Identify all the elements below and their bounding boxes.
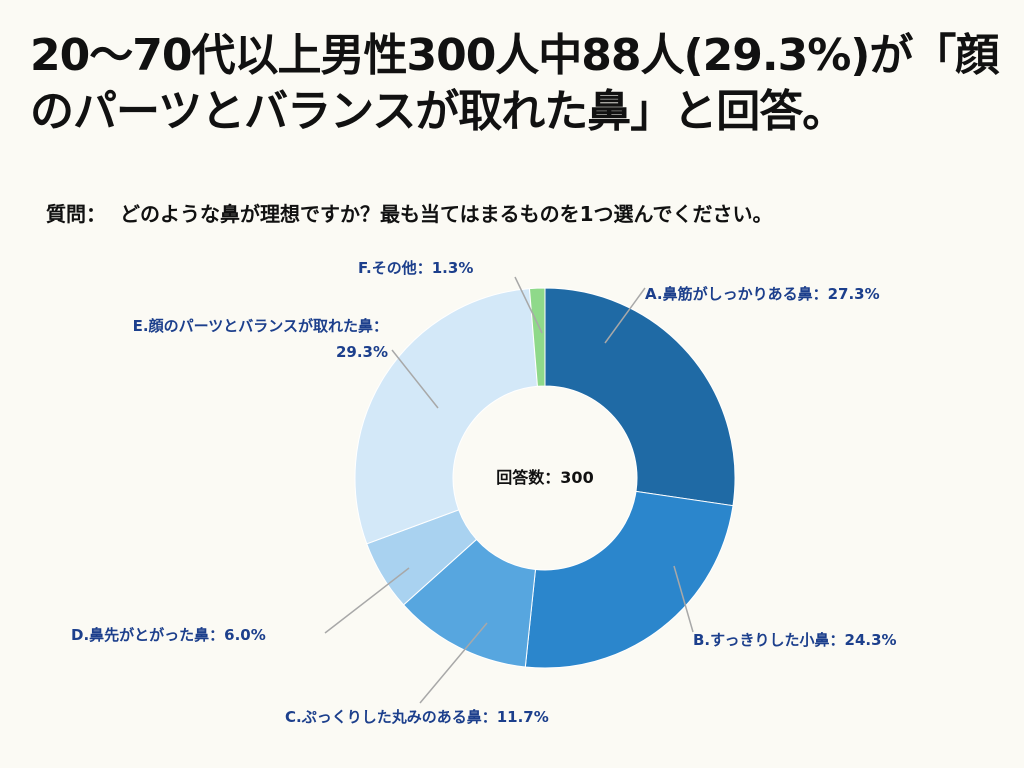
data-label-f: F.その他：1.3% (358, 259, 473, 277)
leader-line-b (673, 565, 694, 633)
data-label-d: D.鼻先がとがった鼻：6.0% (71, 626, 266, 644)
data-label-b: B.すっきりした小鼻：24.3% (693, 631, 897, 649)
center-label: 回答数：300 (496, 468, 593, 487)
slice-e (354, 288, 539, 545)
chart-title: 20～70代以上男性300人中88人(29.3%)が「顔のパーツとバランスが取れ… (30, 30, 999, 137)
leader-line-a (604, 287, 646, 344)
data-label-c: C.ぷっくりした丸みのある鼻：11.7% (285, 708, 549, 726)
question-label: 質問： (46, 202, 106, 226)
data-label-a: A.鼻筋がしっかりある鼻：27.3% (645, 285, 880, 303)
question: 質問： どのような鼻が理想ですか？最も当てはまるものを1つ選んでください。 (46, 198, 1006, 227)
slice-b (524, 490, 734, 669)
slice-f (528, 287, 546, 387)
slice-a (544, 287, 736, 507)
leader-line-e (391, 349, 439, 409)
leader-line-d (324, 567, 410, 634)
leader-line-f (514, 276, 543, 334)
question-text: どのような鼻が理想ですか？最も当てはまるものを1つ選んでください。 (120, 202, 773, 226)
data-label-e: E.顔のパーツとバランスが取れた鼻： 29.3% (133, 317, 388, 361)
leader-line-c (419, 622, 488, 704)
